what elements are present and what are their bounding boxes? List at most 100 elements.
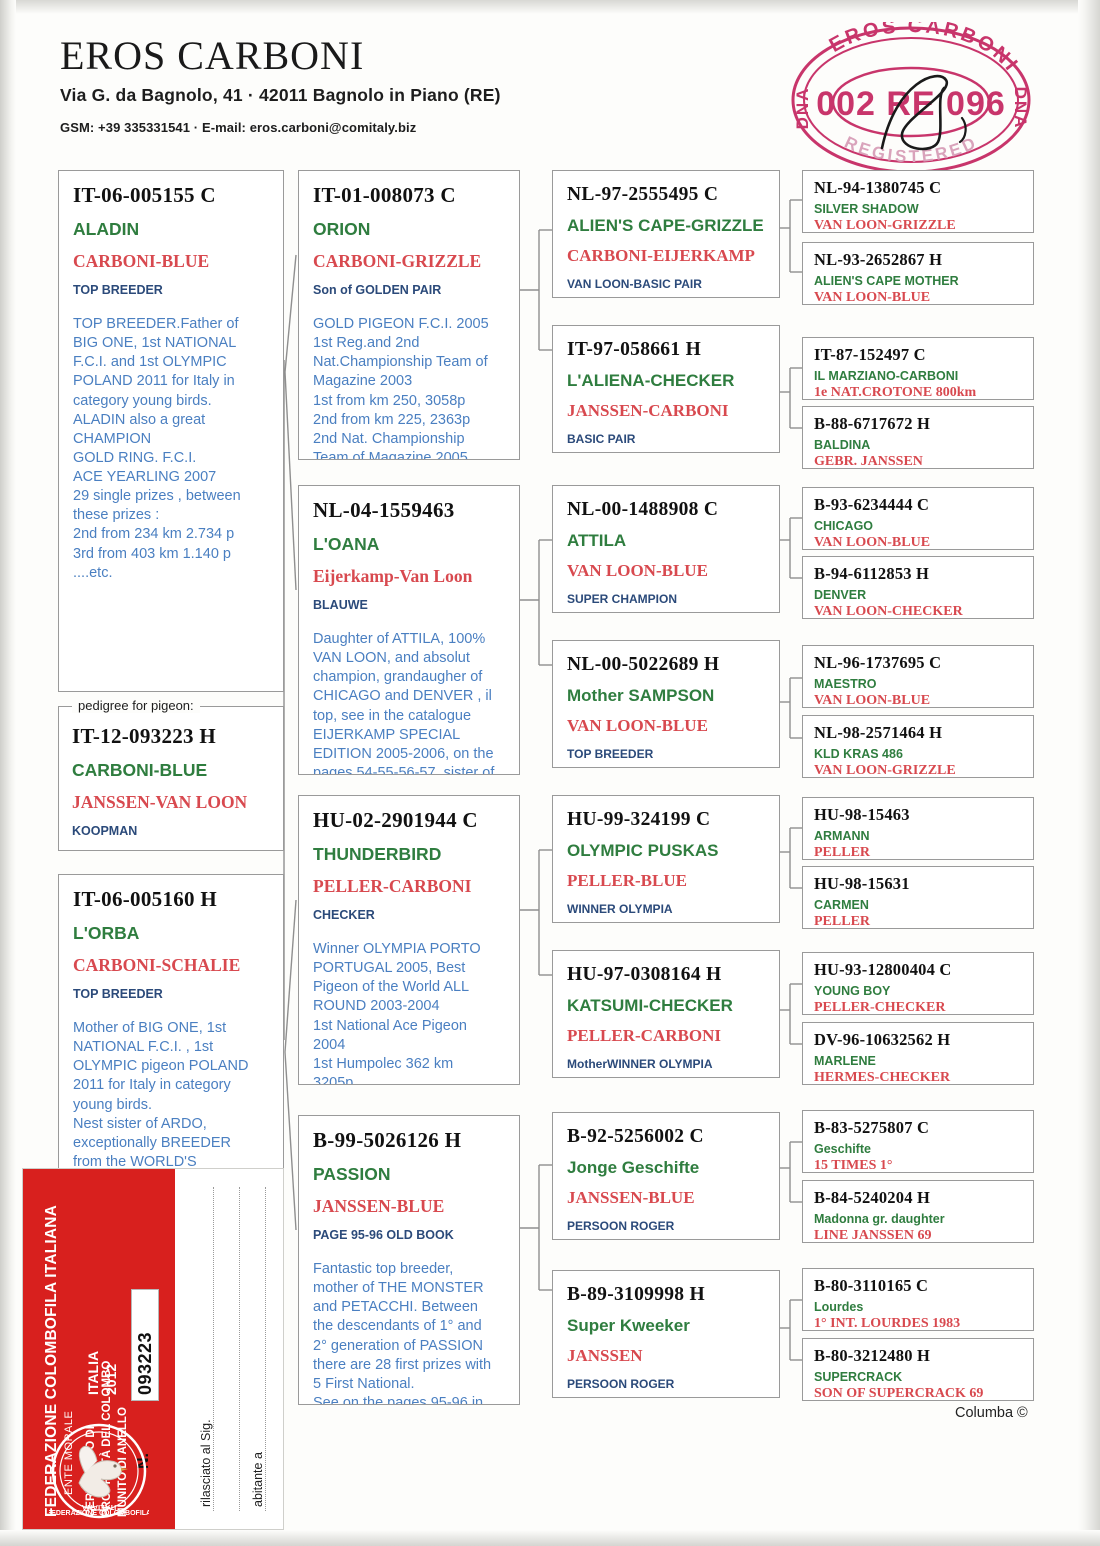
- pigeon-name: Jonge Geschifte: [567, 1158, 700, 1177]
- svg-text:DNA: DNA: [1011, 87, 1030, 130]
- pedigree-card-gp3[interactable]: HU-02-2901944 C THUNDERBIRD PELLER-CARBO…: [298, 795, 520, 1085]
- pedigree-card-gggp2[interactable]: NL-93-2652867 H ALIEN'S CAPE MOTHER VAN …: [802, 242, 1034, 305]
- pedigree-card-mother[interactable]: IT-06-005160 H L'ORBA CARBONI-SCHALIE TO…: [58, 874, 284, 1174]
- pedigree-card-gggp14[interactable]: B-84-5240204 H Madonna gr. daughter LINE…: [802, 1180, 1034, 1243]
- abitante-label: abitante a: [251, 1452, 265, 1507]
- ring-number: IT-06-005155 C: [73, 183, 216, 207]
- svg-text:FEDERAZIONE COLOMBOFILA: FEDERAZIONE COLOMBOFILA: [49, 1510, 149, 1517]
- pigeon-strain: VAN LOON-BLUE: [814, 535, 931, 550]
- pedigree-card-ggp7[interactable]: B-92-5256002 C Jonge Geschifte JANSSEN-B…: [552, 1112, 780, 1240]
- dna-registration-stamp: EROS CARBONI REGISTERED DNA DNA 002 RE 0…: [786, 22, 1036, 172]
- pigeon-subtitle: KOOPMAN: [72, 824, 138, 838]
- pigeon-subtitle: TOP BREEDER: [73, 987, 163, 1001]
- pigeon-name: CHICAGO: [814, 519, 874, 533]
- ring-number: NL-04-1559463: [313, 498, 455, 522]
- pedigree-card-gggp6[interactable]: B-94-6112853 H DENVER VAN LOON-CHECKER: [802, 556, 1034, 619]
- svg-text:EROS CARBONI: EROS CARBONI: [826, 22, 1024, 77]
- pigeon-notes: Winner OLYMPIA PORTO PORTUGAL 2005, Best…: [313, 941, 481, 1085]
- pigeon-name: ALIEN'S CAPE-GRIZZLE: [567, 216, 764, 235]
- pedigree-card-gp2[interactable]: NL-04-1559463 L'OANA Eijerkamp-Van Loon …: [298, 485, 520, 775]
- ring-number: NL-96-1737695 C: [814, 653, 942, 672]
- pigeon-name: SUPERCRACK: [814, 1370, 903, 1384]
- pigeon-strain: VAN LOON-GRIZZLE: [814, 763, 956, 778]
- pigeon-strain: JANSSEN-VAN LOON: [72, 792, 248, 812]
- pedigree-card-father[interactable]: IT-06-005155 C ALADIN CARBONI-BLUE TOP B…: [58, 170, 284, 692]
- pigeon-strain: CARBONI-GRIZZLE: [313, 251, 482, 271]
- pigeon-subtitle: SUPER CHAMPION: [567, 592, 678, 606]
- pigeon-subtitle: VAN LOON-BASIC PAIR: [567, 277, 702, 291]
- pigeon-strain: CARBONI-EIJERKAMP: [567, 246, 755, 265]
- breeder-contact: GSM: +39 335331541 · E-mail: eros.carbon…: [60, 120, 417, 135]
- pigeon-name: PASSION: [313, 1164, 391, 1184]
- dotted-line-1: [213, 1187, 214, 1511]
- pigeon-strain: CARBONI-SCHALIE: [73, 955, 241, 975]
- pedigree-card-gggp11[interactable]: HU-93-12800404 C YOUNG BOY PELLER-CHECKE…: [802, 952, 1034, 1015]
- pigeon-name: Geschifte: [814, 1142, 871, 1156]
- pigeon-name: ATTILA: [567, 531, 627, 550]
- ring-number: IT-01-008073 C: [313, 183, 456, 207]
- pigeon-strain: PELLER-CARBONI: [313, 876, 472, 896]
- pedigree-card-ggp6[interactable]: HU-97-0308164 H KATSUMI-CHECKER PELLER-C…: [552, 950, 780, 1078]
- pedigree-card-gggp3[interactable]: IT-87-152497 C IL MARZIANO-CARBONI 1e NA…: [802, 337, 1034, 400]
- certificate-number-box: 093223: [131, 1289, 159, 1401]
- pedigree-card-gggp1[interactable]: NL-94-1380745 C SILVER SHADOW VAN LOON-G…: [802, 170, 1034, 233]
- pigeon-subtitle: TOP BREEDER: [73, 283, 163, 297]
- pigeon-name: L'OANA: [313, 534, 380, 554]
- pigeon-subtitle: WINNER OLYMPIA: [567, 902, 673, 916]
- pigeon-name: Madonna gr. daughter: [814, 1212, 945, 1226]
- pedigree-card-gggp4[interactable]: B-88-6717672 H BALDINA GEBR. JANSSEN: [802, 406, 1034, 469]
- pedigree-for-label: pedigree for pigeon:: [72, 698, 200, 713]
- pigeon-name: ORION: [313, 219, 371, 239]
- pedigree-card-gggp9[interactable]: HU-98-15463 ARMANN PELLER: [802, 797, 1034, 860]
- pedigree-card-gggp13[interactable]: B-83-5275807 C Geschifte 15 TIMES 1°: [802, 1110, 1034, 1173]
- page-edge-top: [0, 0, 1100, 14]
- pigeon-name: CARBONI-BLUE: [72, 760, 208, 780]
- pedigree-card-gggp10[interactable]: HU-98-15631 CARMEN PELLER: [802, 866, 1034, 929]
- pedigree-card-gggp16[interactable]: B-80-3212480 H SUPERCRACK SON OF SUPERCR…: [802, 1338, 1034, 1401]
- pigeon-strain: PELLER-CHECKER: [814, 1000, 946, 1015]
- pigeon-strain: Eijerkamp-Van Loon: [313, 566, 473, 586]
- pedigree-card-ggp1[interactable]: NL-97-2555495 C ALIEN'S CAPE-GRIZZLE CAR…: [552, 170, 780, 298]
- letterhead: EROS CARBONI Via G. da Bagnolo, 41 · 420…: [60, 36, 680, 136]
- pigeon-name: BALDINA: [814, 438, 871, 452]
- page-edge-left: [0, 0, 16, 1546]
- pigeon-subtitle: BLAUWE: [313, 598, 368, 612]
- pigeon-strain: CARBONI-BLUE: [73, 251, 210, 271]
- ring-number: HU-99-324199 C: [567, 809, 711, 830]
- pedigree-card-gp4[interactable]: B-99-5026126 H PASSION JANSSEN-BLUE PAGE…: [298, 1115, 520, 1405]
- pigeon-strain: JANSSEN: [567, 1346, 643, 1365]
- pigeon-subtitle: PERSOON ROGER: [567, 1377, 675, 1391]
- pigeon-name: MAESTRO: [814, 677, 877, 691]
- pedigree-card-gggp5[interactable]: B-93-6234444 C CHICAGO VAN LOON-BLUE: [802, 487, 1034, 550]
- pedigree-card-ggp8[interactable]: B-89-3109998 H Super Kweeker JANSSEN PER…: [552, 1270, 780, 1398]
- pigeon-name: ALIEN'S CAPE MOTHER: [814, 274, 959, 288]
- pedigree-card-gggp15[interactable]: B-80-3110165 C Lourdes 1° INT. LOURDES 1…: [802, 1268, 1034, 1331]
- dotted-line-3: [265, 1187, 266, 1511]
- pedigree-card-gggp8[interactable]: NL-98-2571464 H KLD KRAS 486 VAN LOON-GR…: [802, 715, 1034, 778]
- pigeon-strain: VAN LOON-BLUE: [814, 693, 931, 708]
- rilasciato-label: rilasciato al Sig.: [199, 1419, 213, 1507]
- pedigree-card-ggp4[interactable]: NL-00-5022689 H Mother SAMPSON VAN LOON-…: [552, 640, 780, 768]
- pigeon-strain: PELLER-BLUE: [567, 871, 687, 890]
- ring-number: HU-02-2901944 C: [313, 808, 478, 832]
- pigeon-name: CARMEN: [814, 898, 869, 912]
- ring-number: B-92-5256002 C: [567, 1126, 704, 1147]
- pedigree-card-ggp2[interactable]: IT-97-058661 H L'ALIENA-CHECKER JANSSEN-…: [552, 325, 780, 453]
- footer-credit: Columba ©: [955, 1405, 1028, 1421]
- pigeon-subtitle: PAGE 95-96 OLD BOOK: [313, 1228, 454, 1242]
- ownership-certificate[interactable]: FEDERAZIONE COLOMBOFILA ITALIANA ENTE MO…: [22, 1168, 284, 1530]
- pedigree-card-ggp5[interactable]: HU-99-324199 C OLYMPIC PUSKAS PELLER-BLU…: [552, 795, 780, 923]
- ring-number: B-94-6112853 H: [814, 564, 930, 583]
- pigeon-name: OLYMPIC PUSKAS: [567, 841, 719, 860]
- pedigree-card-subject[interactable]: IT-12-093223 H CARBONI-BLUE JANSSEN-VAN …: [58, 712, 310, 871]
- pedigree-card-gggp12[interactable]: DV-96-10632562 H MARLENE HERMES-CHECKER: [802, 1022, 1034, 1085]
- ring-number: NL-93-2652867 H: [814, 250, 943, 269]
- pigeon-strain: JANSSEN-BLUE: [567, 1188, 695, 1207]
- pedigree-card-ggp3[interactable]: NL-00-1488908 C ATTILA VAN LOON-BLUE SUP…: [552, 485, 780, 613]
- pigeon-subtitle: TOP BREEDER: [567, 747, 654, 761]
- pigeon-strain: GEBR. JANSSEN: [814, 454, 923, 469]
- pigeon-name: YOUNG BOY: [814, 984, 891, 998]
- pedigree-card-gp1[interactable]: IT-01-008073 C ORION CARBONI-GRIZZLE Son…: [298, 170, 520, 460]
- pigeon-name: SILVER SHADOW: [814, 202, 919, 216]
- pedigree-card-gggp7[interactable]: NL-96-1737695 C MAESTRO VAN LOON-BLUE: [802, 645, 1034, 708]
